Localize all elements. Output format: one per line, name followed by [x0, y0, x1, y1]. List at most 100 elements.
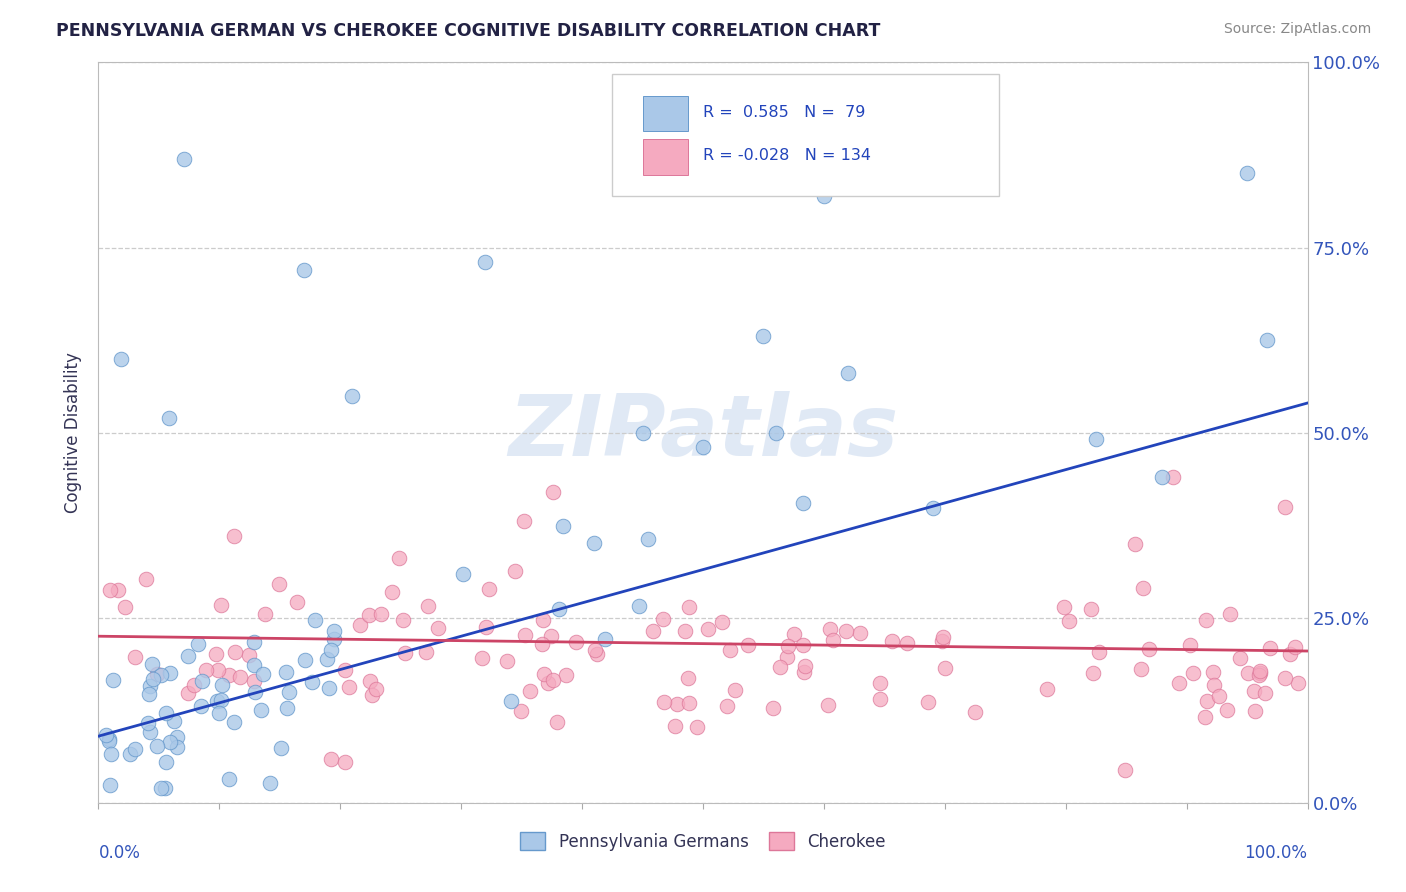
- Point: [243, 685, 266, 699]
- Point: [1178, 638, 1201, 652]
- Point: [652, 695, 675, 709]
- Point: [931, 634, 953, 648]
- Point: [821, 633, 844, 648]
- Point: [1152, 470, 1174, 484]
- Point: [135, 572, 157, 586]
- Point: [1163, 470, 1185, 484]
- Point: [276, 700, 298, 714]
- Point: [1088, 645, 1111, 659]
- Point: [190, 699, 212, 714]
- Point: [686, 720, 709, 734]
- Point: [1260, 640, 1282, 655]
- Point: [1274, 671, 1296, 685]
- Point: [361, 688, 384, 702]
- Point: [1132, 581, 1154, 595]
- Point: [205, 648, 228, 662]
- Point: [224, 529, 246, 543]
- Point: [495, 654, 517, 668]
- Point: [155, 780, 177, 795]
- Point: [718, 642, 741, 657]
- Point: [531, 613, 554, 627]
- Point: [1036, 682, 1059, 697]
- Point: [1219, 607, 1241, 622]
- Point: [813, 188, 835, 202]
- Bar: [643, 139, 689, 175]
- Point: [1080, 602, 1102, 616]
- Point: [537, 676, 560, 690]
- Point: [166, 739, 188, 754]
- Point: [205, 694, 228, 708]
- Point: [817, 698, 839, 712]
- Point: [359, 673, 381, 688]
- Point: [316, 652, 339, 666]
- Point: [243, 658, 266, 673]
- Point: [194, 663, 217, 677]
- FancyBboxPatch shape: [613, 73, 1000, 195]
- Point: [474, 255, 496, 269]
- Point: [357, 607, 380, 622]
- Point: [1057, 614, 1080, 628]
- Point: [543, 484, 565, 499]
- Point: [533, 667, 555, 681]
- Point: [922, 500, 945, 515]
- Point: [1114, 763, 1136, 777]
- Point: [145, 739, 167, 754]
- Point: [101, 673, 124, 688]
- Point: [229, 670, 252, 684]
- Point: [349, 618, 371, 632]
- Point: [453, 566, 475, 581]
- Point: [1053, 600, 1076, 615]
- Point: [337, 680, 360, 694]
- Point: [837, 367, 859, 381]
- Point: [238, 648, 260, 663]
- Point: [792, 638, 814, 652]
- Point: [676, 671, 699, 685]
- Text: PENNSYLVANIA GERMAN VS CHEROKEE COGNITIVE DISABILITY CORRELATION CHART: PENNSYLVANIA GERMAN VS CHEROKEE COGNITIV…: [56, 22, 880, 40]
- Point: [370, 607, 392, 621]
- Point: [157, 410, 180, 425]
- Point: [427, 621, 450, 635]
- Point: [637, 532, 659, 546]
- Point: [818, 623, 841, 637]
- Point: [292, 262, 315, 277]
- Point: [1249, 664, 1271, 678]
- Point: [94, 728, 117, 742]
- Point: [224, 714, 246, 729]
- Point: [1195, 613, 1218, 627]
- Point: [259, 776, 281, 790]
- Point: [965, 706, 987, 720]
- Point: [1243, 704, 1265, 718]
- Point: [586, 647, 609, 661]
- Point: [124, 742, 146, 756]
- Point: [1208, 689, 1230, 703]
- Point: [218, 772, 240, 786]
- Bar: [643, 95, 689, 131]
- Point: [416, 599, 439, 613]
- Point: [110, 351, 132, 366]
- Point: [471, 651, 494, 665]
- Point: [716, 699, 738, 714]
- Point: [664, 719, 686, 733]
- Point: [1256, 333, 1278, 347]
- Point: [869, 675, 891, 690]
- Point: [159, 734, 181, 748]
- Point: [270, 741, 292, 756]
- Point: [388, 551, 411, 566]
- Point: [142, 673, 165, 687]
- Point: [218, 668, 240, 682]
- Point: [1229, 651, 1251, 665]
- Point: [793, 665, 815, 680]
- Point: [849, 626, 872, 640]
- Point: [1125, 536, 1147, 550]
- Point: [1081, 666, 1104, 681]
- Point: [1279, 647, 1302, 661]
- Point: [323, 632, 346, 646]
- Point: [318, 681, 340, 696]
- Point: [835, 624, 858, 639]
- Point: [737, 639, 759, 653]
- Point: [583, 535, 606, 549]
- Point: [513, 627, 536, 641]
- Point: [209, 692, 232, 706]
- Point: [762, 701, 785, 715]
- Point: [1137, 642, 1160, 657]
